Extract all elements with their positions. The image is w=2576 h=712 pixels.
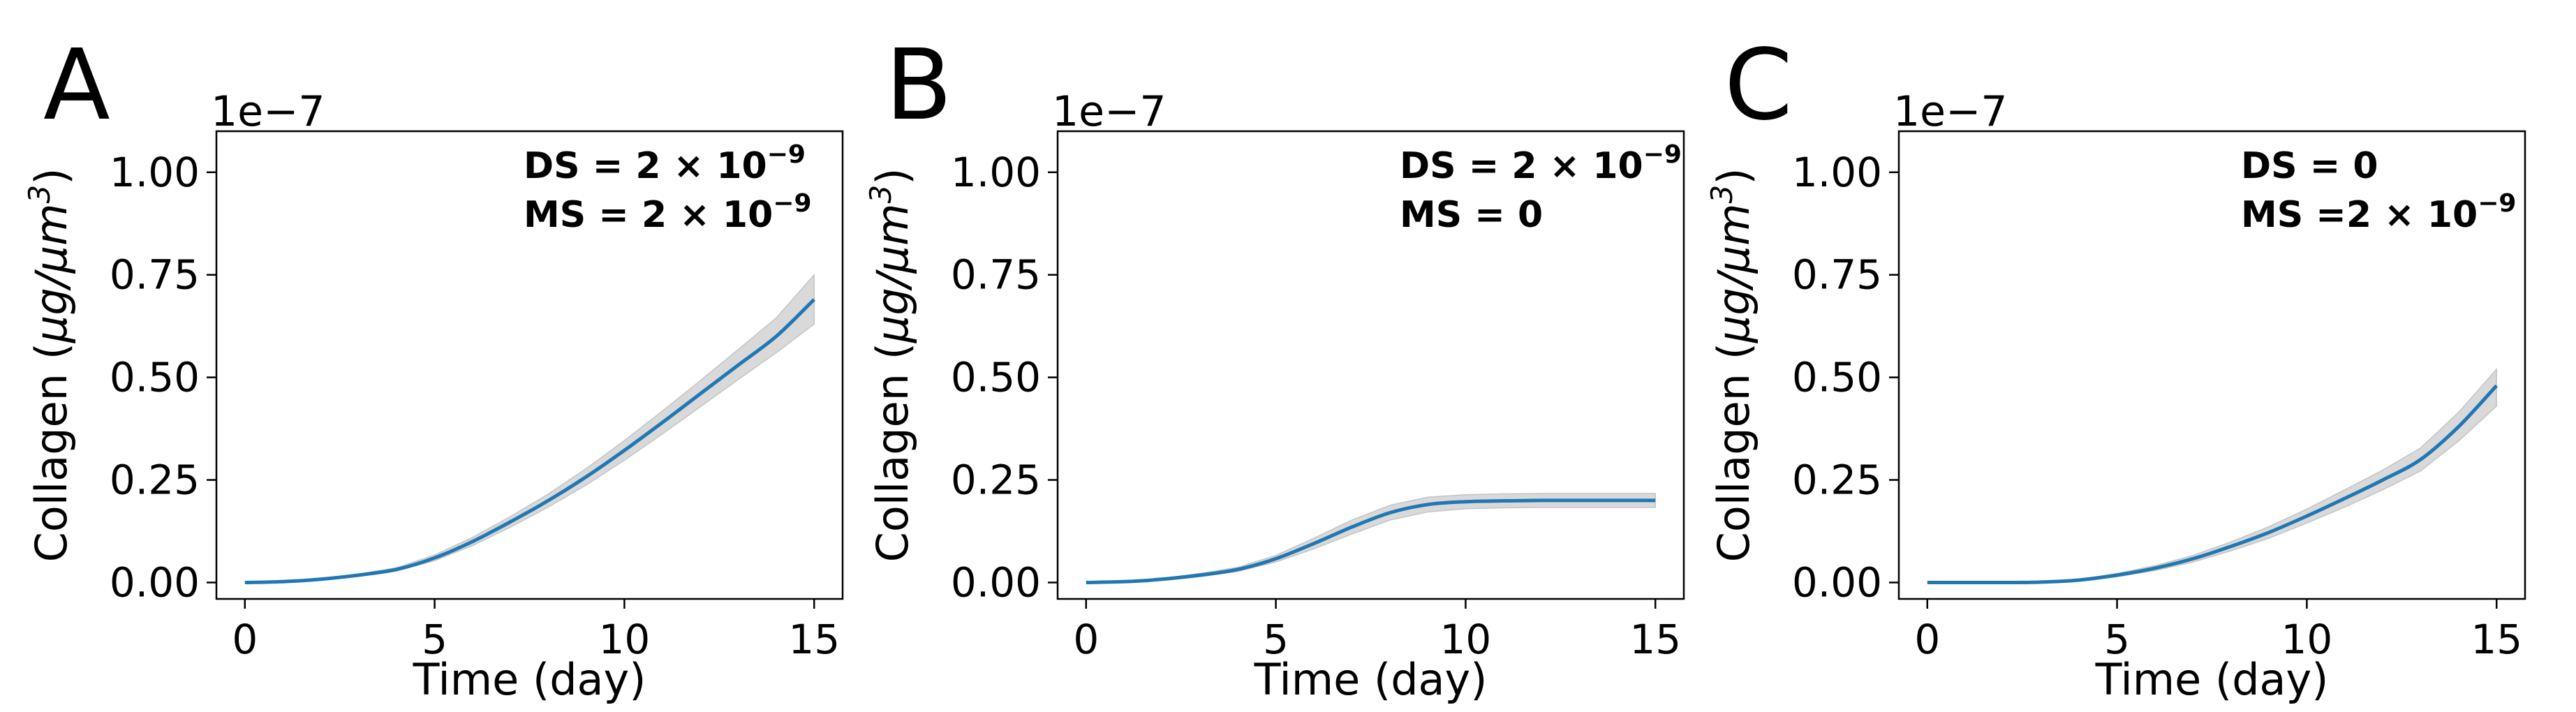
y-tick-label: 0.75 xyxy=(1792,251,1882,299)
y-axis-label: Collagen (μg/μm3) xyxy=(1705,168,1759,563)
series-line xyxy=(1086,498,1656,584)
x-axis-label: Time (day) xyxy=(413,654,646,705)
panel-b: B 1e−7 0 5 10 15 0.00 0.25 0.50 0.75 1.00 Time (day… xyxy=(864,29,1685,705)
x-tick-label: 0 xyxy=(232,616,258,663)
parameter-annotation: MS = 2 × 10−9 xyxy=(524,189,812,236)
axes-frame xyxy=(1056,130,1685,600)
offset-label: 1e−7 xyxy=(1052,87,1167,136)
panel-c: C 1e−7 0 5 10 15 0.00 0.25 0.50 0.75 1.00 Time (day… xyxy=(1705,29,2526,705)
y-tick-label: 0.50 xyxy=(951,354,1041,401)
x-tick-label: 0 xyxy=(1914,616,1940,663)
x-tick-label: 15 xyxy=(788,616,840,663)
y-tick-label: 0.00 xyxy=(1792,558,1882,606)
panel-letter: B xyxy=(885,29,952,142)
y-tick-label: 0.00 xyxy=(951,558,1041,606)
parameter-annotation: MS = 0 xyxy=(1400,194,1543,236)
offset-label: 1e−7 xyxy=(211,87,325,136)
y-tick-label: 0.25 xyxy=(1792,457,1882,504)
confidence-band xyxy=(1927,367,2497,584)
y-tick-label: 0.50 xyxy=(110,354,200,401)
x-tick-label: 10 xyxy=(599,616,651,663)
x-axis-label: Time (day) xyxy=(1254,654,1488,705)
x-tick-label: 5 xyxy=(2104,616,2130,663)
confidence-band xyxy=(1086,493,1656,584)
parameter-annotation: DS = 2 × 10−9 xyxy=(524,140,806,187)
panel-a: A 1e−7 0 5 10 15 0.00 0.25 0.50 0.75 1.00 Time (day… xyxy=(22,29,844,705)
y-tick-label: 1.00 xyxy=(1792,149,1882,196)
series-line xyxy=(1927,384,2499,585)
x-tick-label: 15 xyxy=(2471,616,2522,663)
y-tick-label: 1.00 xyxy=(110,149,200,196)
x-tick-label: 5 xyxy=(422,616,447,663)
parameter-annotation: DS = 2 × 10−9 xyxy=(1400,140,1682,187)
parameter-annotation: DS = 0 xyxy=(2241,145,2378,187)
panel-letter: A xyxy=(43,29,110,142)
parameter-annotation: MS =2 × 10−9 xyxy=(2241,189,2516,236)
series-line xyxy=(244,298,815,584)
y-axis-label: Collagen (μg/μm3) xyxy=(864,168,918,563)
y-tick-label: 0.75 xyxy=(110,251,200,299)
y-tick-label: 0.00 xyxy=(110,558,200,606)
y-tick-label: 0.25 xyxy=(951,457,1041,504)
offset-label: 1e−7 xyxy=(1893,87,2008,136)
confidence-band xyxy=(244,273,815,584)
x-axis-label: Time (day) xyxy=(2095,654,2329,705)
panel-letter: C xyxy=(1724,29,1793,142)
axes-frame xyxy=(1897,130,2526,600)
x-tick-label: 5 xyxy=(1263,616,1289,663)
x-tick-label: 10 xyxy=(2281,616,2333,663)
x-tick-label: 15 xyxy=(1629,616,1681,663)
y-tick-label: 1.00 xyxy=(951,149,1041,196)
axes-frame xyxy=(215,130,844,600)
y-tick-label: 0.25 xyxy=(110,457,200,504)
x-tick-label: 10 xyxy=(1440,616,1492,663)
x-tick-label: 0 xyxy=(1073,616,1099,663)
y-tick-label: 0.50 xyxy=(1792,354,1882,401)
y-tick-label: 0.75 xyxy=(951,251,1041,299)
y-axis-label: Collagen (μg/μm3) xyxy=(22,168,77,563)
